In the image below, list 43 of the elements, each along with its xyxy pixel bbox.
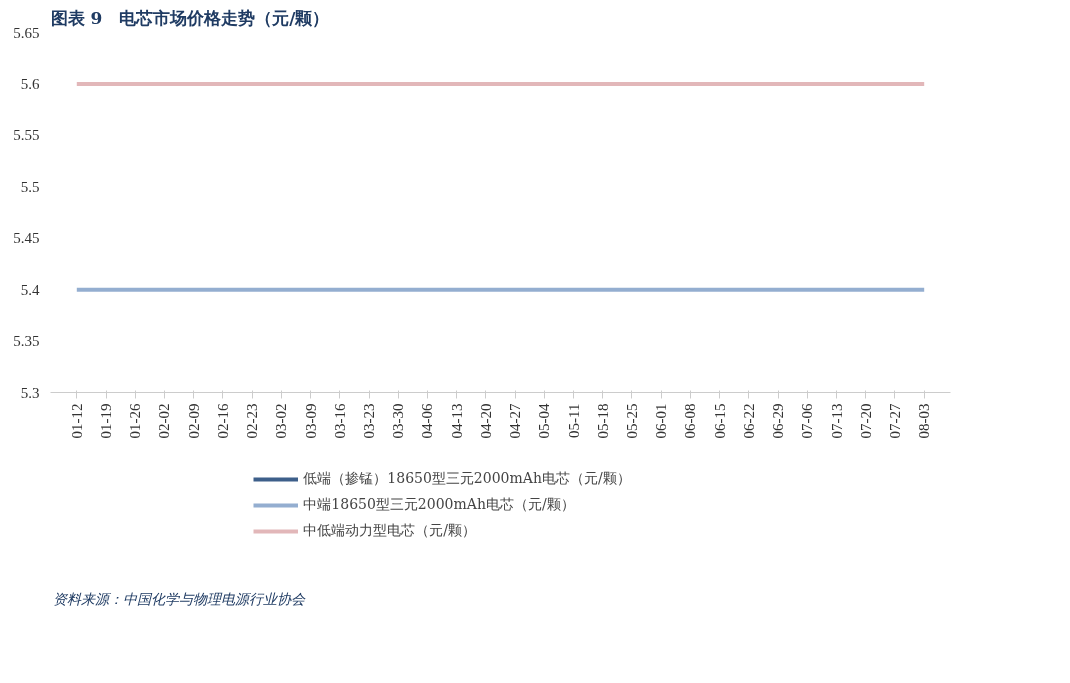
x-tick-label: 02-09 [185, 403, 202, 439]
x-tick-label: 04-27 [507, 403, 524, 439]
x-tick-label: 07-13 [828, 403, 845, 439]
chart-title: 图表 9 电芯市场价格走势（元/颗） [50, 7, 330, 28]
x-tick-label: 02-23 [244, 403, 261, 439]
x-tick-label: 03-23 [361, 403, 378, 439]
x-tick-label: 03-02 [273, 403, 290, 439]
text: 资料来源：中国化学与物理电源行业协会 [52, 590, 306, 607]
x-tick-label: 07-06 [799, 403, 816, 439]
y-tick-label: 5.4 [20, 281, 40, 298]
y-tick-label: 5.35 [13, 333, 40, 350]
x-tick-label: 02-16 [214, 403, 231, 439]
x-tick-label: 06-15 [711, 403, 728, 439]
x-tick-label: 04-06 [419, 403, 436, 439]
x-tick-label: 01-26 [127, 403, 144, 439]
x-tick-label: 07-20 [857, 403, 874, 439]
legend-label: 中低端动力型电芯（元/颗） [303, 522, 477, 540]
x-tick-label: 04-20 [477, 403, 494, 439]
y-tick-label: 5.55 [13, 127, 40, 144]
x-tick-label: 06-01 [653, 403, 670, 439]
y-tick-label: 5.3 [20, 384, 40, 401]
x-tick-label: 03-16 [331, 403, 348, 439]
x-tick-label: 01-19 [98, 403, 115, 439]
x-tick-label: 06-22 [740, 403, 757, 439]
x-tick-label: 07-27 [886, 403, 903, 439]
x-tick-label: 05-18 [594, 403, 611, 439]
x-tick-label: 04-13 [448, 403, 465, 439]
y-tick-label: 5.45 [13, 230, 40, 247]
y-tick-label: 5.6 [20, 75, 40, 92]
x-tick-label: 05-04 [536, 403, 553, 439]
x-tick-label: 06-29 [770, 403, 787, 439]
y-tick-label: 5.65 [13, 24, 40, 41]
legend-label: 低端（掺锰）18650型三元2000mAh电芯（元/颗） [303, 470, 631, 488]
y-tick-label: 5.5 [20, 178, 40, 195]
x-tick-label: 06-08 [682, 403, 699, 439]
x-tick-label: 01-12 [68, 403, 85, 439]
x-tick-label: 05-25 [623, 403, 640, 439]
x-tick-label: 05-11 [565, 403, 582, 438]
x-tick-label: 08-03 [916, 403, 933, 439]
legend-label: 中端18650型三元2000mAh电芯（元/颗） [303, 496, 575, 514]
x-tick-label: 03-09 [302, 403, 319, 439]
x-tick-label: 03-30 [390, 403, 407, 439]
x-tick-label: 02-02 [156, 403, 173, 439]
